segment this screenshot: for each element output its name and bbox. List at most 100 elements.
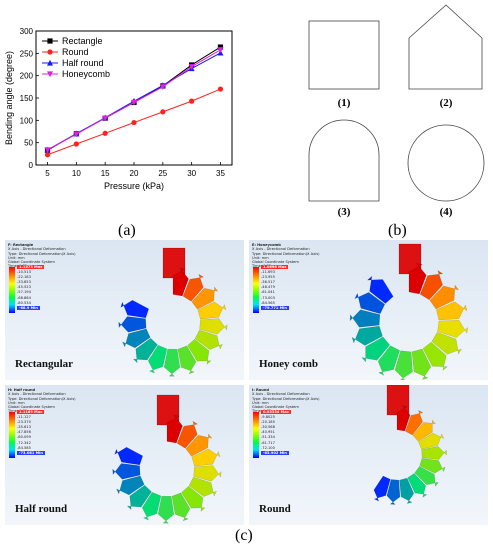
actuator-segment: [422, 341, 449, 371]
panel-label-c: (c): [235, 527, 253, 544]
actuator-segment: [176, 420, 199, 449]
simulation-name: Round: [259, 503, 291, 515]
data-point: [44, 152, 51, 158]
shape-label: (4): [440, 206, 453, 218]
legend-marker: [47, 71, 53, 78]
y-tick-label: 50: [24, 139, 33, 148]
shape-label: (3): [338, 206, 351, 218]
actuator-segment: [118, 316, 147, 333]
actuator-segment: [361, 336, 390, 363]
data-point: [159, 84, 166, 91]
panel-label-b: (b): [388, 222, 407, 239]
actuator-segment: [412, 419, 436, 442]
actuator-segment: [197, 301, 227, 320]
y-tick-label: 100: [20, 116, 34, 125]
actuator-segment: [351, 325, 383, 346]
legend-marker: [47, 59, 53, 66]
color-legend-values: 1.1169 Max -11.127 -23.370 -35.613 -47.856-…: [17, 410, 45, 455]
y-tick-label: 300: [20, 27, 34, 36]
color-legend-bar: [9, 412, 15, 458]
actuator-segment: [407, 473, 428, 498]
actuator-segment: [386, 479, 401, 505]
actuator-segment: [419, 458, 446, 474]
x-tick-label: 10: [72, 169, 81, 178]
x-tick-label: 15: [101, 169, 110, 178]
actuator-segment: [191, 286, 219, 310]
data-point: [217, 47, 224, 53]
actuator-segment: [377, 345, 400, 376]
actuator-segment: [399, 477, 415, 504]
actuator-segment: [418, 432, 445, 450]
color-legend-bar: [253, 412, 259, 458]
series-honeycomb: [44, 47, 224, 154]
data-point: [131, 119, 137, 126]
actuator-segment: [122, 328, 151, 349]
actuator-segment: [187, 338, 212, 365]
shape-label: (2): [440, 97, 453, 109]
actuator-segment: [405, 409, 424, 436]
actuator-segment: [191, 448, 221, 467]
actuator-segment: [172, 267, 189, 297]
actuator-segment: [188, 476, 217, 497]
actuator-segment: [366, 275, 394, 304]
legend-label: Honeycomb: [62, 69, 110, 79]
actuator-segment: [114, 446, 143, 466]
shape-pentagon: [408, 4, 483, 90]
actuator-segment: [436, 301, 468, 321]
actuator-segment: [166, 414, 183, 444]
legend-marker: [47, 38, 53, 44]
actuator-body: [349, 263, 469, 380]
bending-angle-chart: 5 10 15 20 25 30 35 0 50 100 150 200 250 300 Pressure …: [4, 4, 485, 218]
simulation-panel-honeycomb: E: Honeycomb X Axis - Directional Deforma…: [249, 240, 488, 380]
deformed-actuator-round: [373, 385, 447, 505]
actuator-segment: [373, 475, 391, 502]
actuator-segment: [408, 263, 427, 295]
actuator-segment: [349, 309, 381, 328]
data-point: [73, 141, 79, 147]
color-legend-values: 1.1573 Max -10.513 -22.183 -33.853 -45.523-…: [17, 265, 45, 310]
simulation-panel-round: I: Round X Axis - Directional Deformation…: [249, 385, 488, 525]
actuator-segment: [157, 495, 175, 524]
y-tick-label: 150: [20, 94, 34, 103]
x-tick-label: 25: [158, 169, 167, 178]
data-point: [73, 131, 80, 138]
actuator-segment: [120, 299, 149, 319]
actuator-body: [118, 267, 228, 377]
actuator-segment: [199, 318, 228, 335]
actuator-segment: [431, 332, 462, 355]
y-tick-label: 200: [20, 72, 34, 81]
x-tick-label: 35: [216, 169, 225, 178]
data-point: [102, 115, 109, 122]
x-axis-label: Pressure (kPa): [104, 181, 164, 191]
actuator-segment: [141, 492, 162, 521]
color-legend-values: 1.0696 Max -11.693 -23.955 -36.517 -48.479-…: [261, 265, 289, 310]
data-point: [217, 44, 224, 50]
y-tick-label: 250: [20, 49, 34, 58]
data-point: [160, 109, 166, 115]
actuator-segment: [185, 433, 213, 457]
cross-section-shapes: (1) (2) (3) (4): [308, 4, 485, 218]
actuator-segment: [182, 273, 205, 302]
actuator-segment: [112, 463, 141, 480]
series-round: [44, 86, 224, 158]
shape-rectangle: [308, 20, 380, 90]
data-point: [189, 98, 195, 104]
simulation-name: Honey comb: [259, 358, 318, 370]
color-legend-values: 0.83334 Max -9.8025 -20.185 -30.568 -40.951…: [261, 410, 291, 455]
actuator-segment: [414, 466, 439, 487]
data-point: [188, 64, 195, 70]
actuator-segment: [116, 475, 145, 496]
actuator-segment: [429, 284, 459, 310]
shape-label: (1): [338, 97, 351, 109]
actuator-segment: [437, 320, 469, 338]
deformed-actuator-rectangular: [118, 247, 228, 377]
actuator-body: [373, 405, 447, 505]
y-axis-label: Bending angle (degree): [4, 51, 14, 145]
y-tick-label: 0: [29, 161, 34, 170]
color-legend-bar: [253, 267, 259, 313]
actuator-segment: [193, 465, 222, 482]
simulation-name: Rectangular: [15, 358, 74, 370]
actuator-segment: [126, 484, 152, 511]
legend-label: Rectangle: [62, 36, 103, 46]
